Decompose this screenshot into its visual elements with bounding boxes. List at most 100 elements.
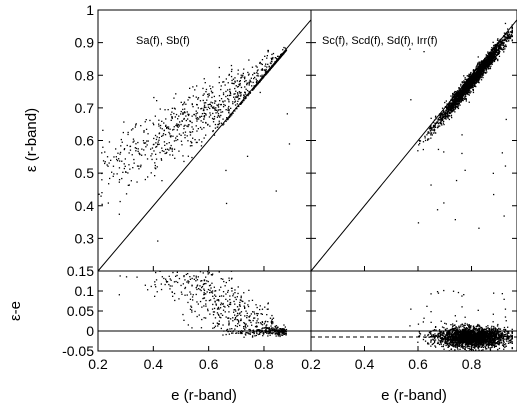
data-point bbox=[120, 211, 121, 212]
data-point bbox=[203, 280, 206, 282]
data-point bbox=[502, 42, 504, 44]
data-point bbox=[445, 115, 447, 117]
data-point bbox=[264, 71, 267, 73]
data-point bbox=[247, 74, 250, 76]
data-point bbox=[462, 99, 464, 102]
data-point bbox=[159, 249, 160, 250]
data-point bbox=[208, 94, 210, 97]
data-point bbox=[189, 134, 192, 136]
data-point bbox=[264, 55, 266, 57]
data-point bbox=[507, 37, 509, 39]
data-point bbox=[279, 57, 281, 59]
data-point bbox=[492, 41, 494, 43]
data-point bbox=[192, 86, 194, 88]
data-point bbox=[266, 308, 268, 310]
data-point bbox=[269, 68, 271, 71]
data-point bbox=[222, 93, 225, 96]
data-point bbox=[234, 289, 236, 291]
data-point bbox=[150, 155, 152, 157]
data-point bbox=[197, 98, 199, 100]
data-point bbox=[143, 240, 144, 241]
data-point bbox=[195, 277, 197, 279]
data-point bbox=[220, 122, 222, 124]
data-point bbox=[183, 319, 185, 321]
data-point bbox=[159, 151, 161, 154]
data-point bbox=[451, 104, 453, 106]
data-point bbox=[462, 92, 464, 94]
data-point bbox=[473, 75, 475, 77]
data-point bbox=[196, 301, 198, 303]
data-point bbox=[499, 46, 501, 48]
data-point bbox=[121, 203, 122, 204]
data-point bbox=[453, 91, 455, 94]
data-point bbox=[101, 216, 102, 217]
data-point bbox=[487, 56, 489, 58]
data-point bbox=[236, 315, 238, 317]
data-point bbox=[259, 308, 261, 311]
data-point bbox=[169, 278, 171, 280]
data-point bbox=[247, 71, 249, 74]
data-point bbox=[210, 287, 212, 289]
data-point bbox=[220, 85, 222, 87]
data-point bbox=[469, 79, 471, 81]
outlier-point bbox=[422, 148, 424, 151]
data-point bbox=[184, 251, 185, 252]
data-point bbox=[223, 81, 225, 83]
data-point bbox=[444, 116, 446, 118]
data-point bbox=[419, 140, 422, 142]
data-point bbox=[234, 292, 236, 294]
data-point bbox=[450, 108, 452, 110]
data-point bbox=[268, 331, 271, 334]
data-point bbox=[456, 90, 459, 92]
data-point bbox=[491, 54, 493, 56]
data-point bbox=[222, 278, 224, 280]
data-point bbox=[281, 334, 283, 336]
data-point bbox=[489, 328, 491, 330]
data-point bbox=[473, 74, 475, 76]
data-point bbox=[149, 119, 151, 122]
data-point bbox=[446, 106, 448, 108]
data-point bbox=[183, 160, 185, 163]
data-point bbox=[205, 255, 206, 256]
data-point bbox=[256, 320, 258, 322]
data-point bbox=[487, 52, 489, 54]
data-point bbox=[161, 258, 162, 259]
data-point bbox=[162, 133, 165, 135]
data-point bbox=[148, 245, 149, 246]
data-point bbox=[246, 82, 248, 84]
data-point bbox=[487, 55, 489, 57]
data-point bbox=[153, 252, 154, 253]
data-point bbox=[279, 328, 281, 330]
data-point bbox=[507, 40, 510, 42]
data-point bbox=[267, 63, 269, 65]
data-point bbox=[465, 84, 467, 87]
data-point bbox=[172, 154, 174, 156]
data-point bbox=[480, 67, 482, 69]
data-point bbox=[236, 306, 239, 308]
data-point bbox=[146, 226, 147, 227]
data-point bbox=[179, 121, 181, 123]
data-point bbox=[251, 85, 253, 87]
data-point bbox=[184, 112, 186, 114]
data-point bbox=[205, 303, 207, 305]
data-point bbox=[180, 140, 183, 142]
data-point bbox=[495, 49, 497, 51]
data-point bbox=[469, 82, 472, 84]
data-point bbox=[244, 76, 246, 78]
data-point bbox=[465, 98, 467, 101]
data-point bbox=[195, 110, 197, 112]
data-point bbox=[208, 285, 211, 287]
data-point bbox=[485, 348, 487, 350]
data-point bbox=[284, 332, 287, 335]
data-point bbox=[154, 295, 156, 297]
data-point bbox=[492, 57, 495, 59]
data-point bbox=[279, 334, 281, 336]
outlier-point bbox=[157, 240, 159, 242]
data-point bbox=[228, 101, 230, 103]
data-point bbox=[460, 99, 462, 101]
data-point bbox=[171, 147, 173, 150]
data-point bbox=[492, 53, 494, 55]
data-point bbox=[454, 97, 456, 100]
outlier-point bbox=[203, 78, 205, 80]
data-point bbox=[278, 333, 280, 336]
